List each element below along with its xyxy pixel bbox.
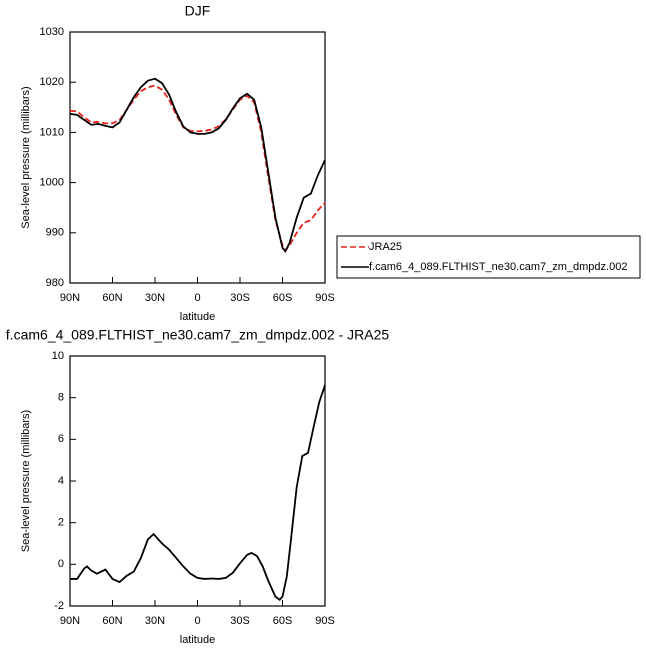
x-tick-label: 0 (194, 615, 200, 627)
x-tick-label: 90S (315, 615, 335, 627)
y-tick-label: 1000 (40, 177, 64, 189)
y-tick-label: 0 (58, 558, 64, 570)
plot-frame (69, 31, 326, 284)
legend-label: f.cam6_4_089.FLTHIST_ne30.cam7_zm_dmpdz.… (369, 261, 627, 273)
y-tick-label: 1020 (40, 76, 64, 88)
x-tick-label: 90S (315, 292, 335, 304)
chart-title: f.cam6_4_089.FLTHIST_ne30.cam7_zm_dmpdz.… (6, 327, 390, 343)
y-tick-label: 6 (58, 433, 64, 445)
chart-title: DJF (185, 3, 211, 19)
x-tick-label: 0 (194, 292, 200, 304)
x-tick-label: 30N (145, 292, 165, 304)
x-axis-label: latitude (180, 634, 215, 646)
y-tick-label: 4 (58, 475, 64, 487)
legend-box (336, 235, 641, 279)
y-axis-label: Sea-level pressure (millibars) (20, 86, 32, 228)
y-tick-label: 1030 (40, 26, 64, 38)
x-tick-label: 60S (273, 292, 293, 304)
x-tick-label: 90N (60, 615, 80, 627)
y-axis-label: Sea-level pressure (millibars) (20, 410, 32, 552)
y-tick-label: 10 (52, 350, 64, 362)
series-line (69, 77, 326, 254)
x-tick-label: 30S (230, 615, 250, 627)
y-tick-label: 2 (58, 517, 64, 529)
y-tick-label: 1010 (40, 126, 64, 138)
x-tick-label: 60N (102, 615, 122, 627)
x-axis-label: latitude (180, 311, 215, 323)
series-line (69, 84, 326, 252)
legend-label: JRA25 (369, 241, 402, 253)
plot-frame (69, 355, 326, 607)
series-line (70, 384, 326, 601)
x-tick-label: 60N (102, 292, 122, 304)
y-tick-label: -2 (54, 600, 64, 612)
x-tick-label: 30S (230, 292, 250, 304)
y-tick-label: 980 (46, 277, 64, 289)
x-tick-label: 30N (145, 615, 165, 627)
x-tick-label: 90N (60, 292, 80, 304)
y-tick-label: 8 (58, 392, 64, 404)
y-tick-label: 990 (46, 227, 64, 239)
x-tick-label: 60S (273, 615, 293, 627)
